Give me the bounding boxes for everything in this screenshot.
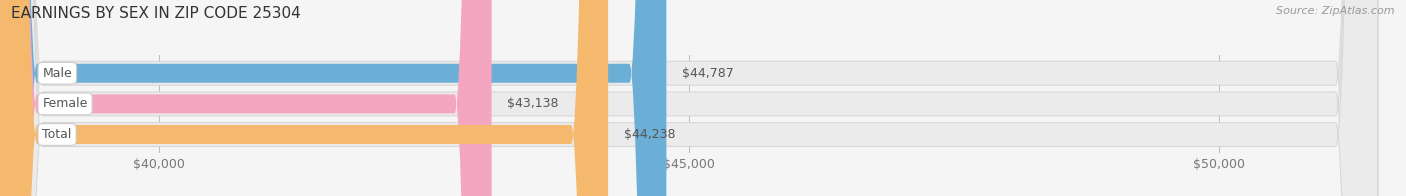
Text: $44,787: $44,787 bbox=[682, 67, 734, 80]
Text: EARNINGS BY SEX IN ZIP CODE 25304: EARNINGS BY SEX IN ZIP CODE 25304 bbox=[11, 6, 301, 21]
Text: $44,238: $44,238 bbox=[624, 128, 675, 141]
FancyBboxPatch shape bbox=[0, 0, 666, 196]
Text: Source: ZipAtlas.com: Source: ZipAtlas.com bbox=[1277, 6, 1395, 16]
Text: $43,138: $43,138 bbox=[508, 97, 560, 110]
FancyBboxPatch shape bbox=[0, 0, 609, 196]
Text: Female: Female bbox=[42, 97, 87, 110]
FancyBboxPatch shape bbox=[0, 0, 492, 196]
Text: Male: Male bbox=[42, 67, 72, 80]
Text: Total: Total bbox=[42, 128, 72, 141]
